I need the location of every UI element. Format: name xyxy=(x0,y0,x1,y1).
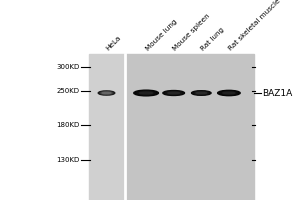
Text: 130KD: 130KD xyxy=(56,157,80,163)
Ellipse shape xyxy=(220,91,237,95)
Ellipse shape xyxy=(218,90,240,96)
Ellipse shape xyxy=(168,92,180,94)
Text: Mouse lung: Mouse lung xyxy=(145,18,178,52)
Ellipse shape xyxy=(102,92,111,94)
Ellipse shape xyxy=(192,91,211,95)
Ellipse shape xyxy=(100,92,113,94)
Bar xyxy=(88,54,124,200)
Text: HeLa: HeLa xyxy=(105,35,122,52)
Ellipse shape xyxy=(134,90,158,96)
Text: 180KD: 180KD xyxy=(56,122,80,128)
Ellipse shape xyxy=(163,91,184,95)
Text: Mouse spleen: Mouse spleen xyxy=(172,13,212,52)
Text: BAZ1A: BAZ1A xyxy=(262,88,292,98)
Ellipse shape xyxy=(98,91,115,95)
Text: 250KD: 250KD xyxy=(56,88,80,94)
Ellipse shape xyxy=(139,92,153,94)
Ellipse shape xyxy=(137,91,155,95)
Text: Rat skeletal muscle: Rat skeletal muscle xyxy=(227,0,281,52)
Ellipse shape xyxy=(223,92,235,94)
Bar xyxy=(124,54,254,200)
Ellipse shape xyxy=(196,92,207,94)
Ellipse shape xyxy=(166,91,182,95)
Text: 300KD: 300KD xyxy=(56,64,80,70)
Text: Rat lung: Rat lung xyxy=(200,26,225,52)
Ellipse shape xyxy=(194,91,208,95)
